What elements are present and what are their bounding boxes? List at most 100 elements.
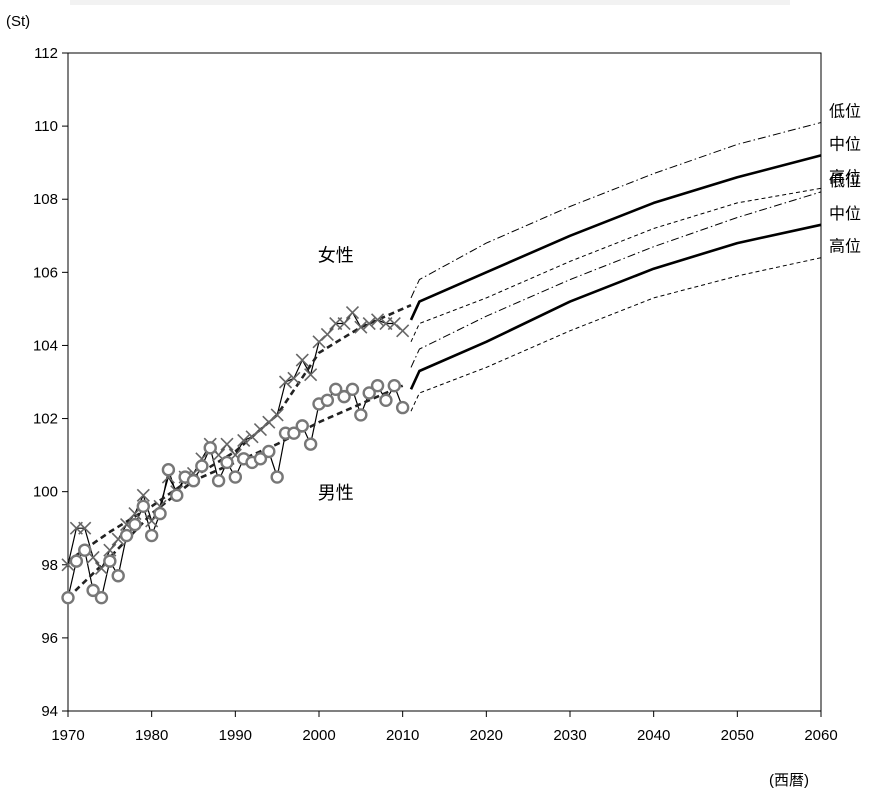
male-fitted-line (67, 384, 404, 599)
x-tick-label: 2040 (637, 727, 670, 744)
female-data-point (337, 316, 351, 331)
y-tick-label: 98 (41, 557, 58, 574)
x-marker-stroke (136, 488, 150, 502)
male-data-point (295, 419, 309, 433)
x-marker-stroke (320, 327, 334, 342)
male-data-point (211, 474, 226, 488)
x-marker-stroke (220, 437, 234, 451)
male-data-point (362, 386, 376, 400)
x-marker-stroke (78, 521, 92, 535)
x-tick-label: 2010 (386, 727, 419, 744)
female-data-point (396, 324, 410, 338)
top-border-strip (70, 0, 790, 5)
projection-label: 低位 (829, 101, 861, 120)
y-tick-label: 112 (34, 45, 58, 62)
female-group-label: 女性 (318, 245, 354, 266)
female-data-point (220, 437, 234, 451)
x-marker-stroke (396, 324, 410, 338)
x-tick-label: 2050 (721, 727, 754, 744)
x-marker-stroke (270, 408, 284, 422)
male-data-point (270, 470, 284, 484)
x-marker-stroke (212, 448, 226, 462)
female-data-point (345, 305, 360, 320)
male-data-point (329, 382, 343, 397)
x-marker-stroke (354, 320, 368, 334)
male-projection-line-中位 (409, 223, 822, 390)
y-tick-label: 106 (33, 264, 58, 281)
x-marker-stroke (387, 316, 401, 331)
x-marker-stroke (304, 368, 318, 382)
x-marker-stroke (278, 375, 293, 389)
female-data-point (295, 353, 309, 367)
axes: 94 96 98 100 102 104 106 108 110 112 1970 1980 1990 2… (33, 45, 838, 744)
male-data-point (337, 389, 351, 404)
female-data-point (320, 327, 334, 342)
male-data-point (111, 569, 125, 583)
male-data-point (144, 528, 159, 543)
male-data-point (161, 463, 176, 477)
female-projection-line-中位 (409, 154, 822, 321)
markers-layer (61, 305, 410, 605)
male-data-point (303, 437, 318, 451)
male-data-point (186, 474, 201, 488)
projection-label: 低位 (829, 171, 861, 190)
male-data-point (61, 590, 75, 605)
female-data-point (304, 368, 318, 382)
female-data-point (103, 543, 117, 557)
y-tick-label: 96 (41, 630, 58, 647)
y-tick-label: 110 (34, 118, 58, 135)
x-tick-label: 2020 (470, 727, 503, 744)
male-data-point (379, 393, 393, 407)
x-marker-stroke (86, 550, 100, 565)
male-data-point (387, 378, 401, 393)
male-data-point (287, 426, 301, 440)
male-data-point (69, 554, 84, 568)
x-marker-stroke (371, 313, 385, 327)
male-data-point (86, 583, 100, 598)
plot-frame (67, 52, 822, 712)
male-projection-line-高位 (410, 257, 822, 412)
male-data-point (103, 554, 117, 568)
male-data-point (128, 517, 142, 532)
male-data-point (345, 382, 360, 397)
x-tick-label: 2030 (553, 727, 586, 744)
y-tick-label: 94 (41, 703, 58, 720)
male-data-point (253, 452, 268, 466)
x-marker-stroke (362, 316, 376, 331)
projection-label: 中位 (829, 134, 861, 153)
y-tick-label: 102 (33, 411, 58, 428)
y-tick-label: 108 (33, 191, 58, 208)
x-marker-stroke (103, 543, 117, 557)
female-data-point (136, 488, 150, 502)
x-marker-stroke (295, 353, 309, 367)
y-tick-label: 100 (33, 484, 58, 501)
x-marker-stroke (345, 305, 360, 320)
x-marker-stroke (287, 371, 301, 385)
male-data-point (228, 470, 243, 484)
female-data-point (371, 313, 385, 327)
male-data-point (78, 543, 92, 557)
female-projection-line-高位 (410, 187, 822, 343)
projection-label: 中位 (829, 204, 861, 223)
male-group-label: 男性 (318, 483, 354, 504)
y-tick-label: 104 (33, 337, 58, 354)
series-layer (67, 122, 822, 599)
male-data-point (136, 499, 151, 513)
female-fitted-line (67, 304, 412, 563)
x-marker-stroke (237, 433, 251, 448)
female-projection-line-低位 (410, 122, 822, 299)
male-data-point (220, 455, 234, 470)
male-data-point (370, 378, 385, 393)
x-axis-unit: (西暦) (769, 772, 809, 789)
x-tick-label: 1990 (219, 727, 252, 744)
male-data-point (395, 400, 410, 415)
y-axis-unit: (St) (6, 13, 30, 30)
x-tick-label: 2000 (302, 727, 335, 744)
projection-label: 高位 (829, 167, 861, 186)
x-tick-label: 1980 (135, 727, 168, 744)
male-data-point (94, 590, 109, 605)
male-data-point (262, 444, 276, 459)
female-data-point (278, 375, 293, 389)
